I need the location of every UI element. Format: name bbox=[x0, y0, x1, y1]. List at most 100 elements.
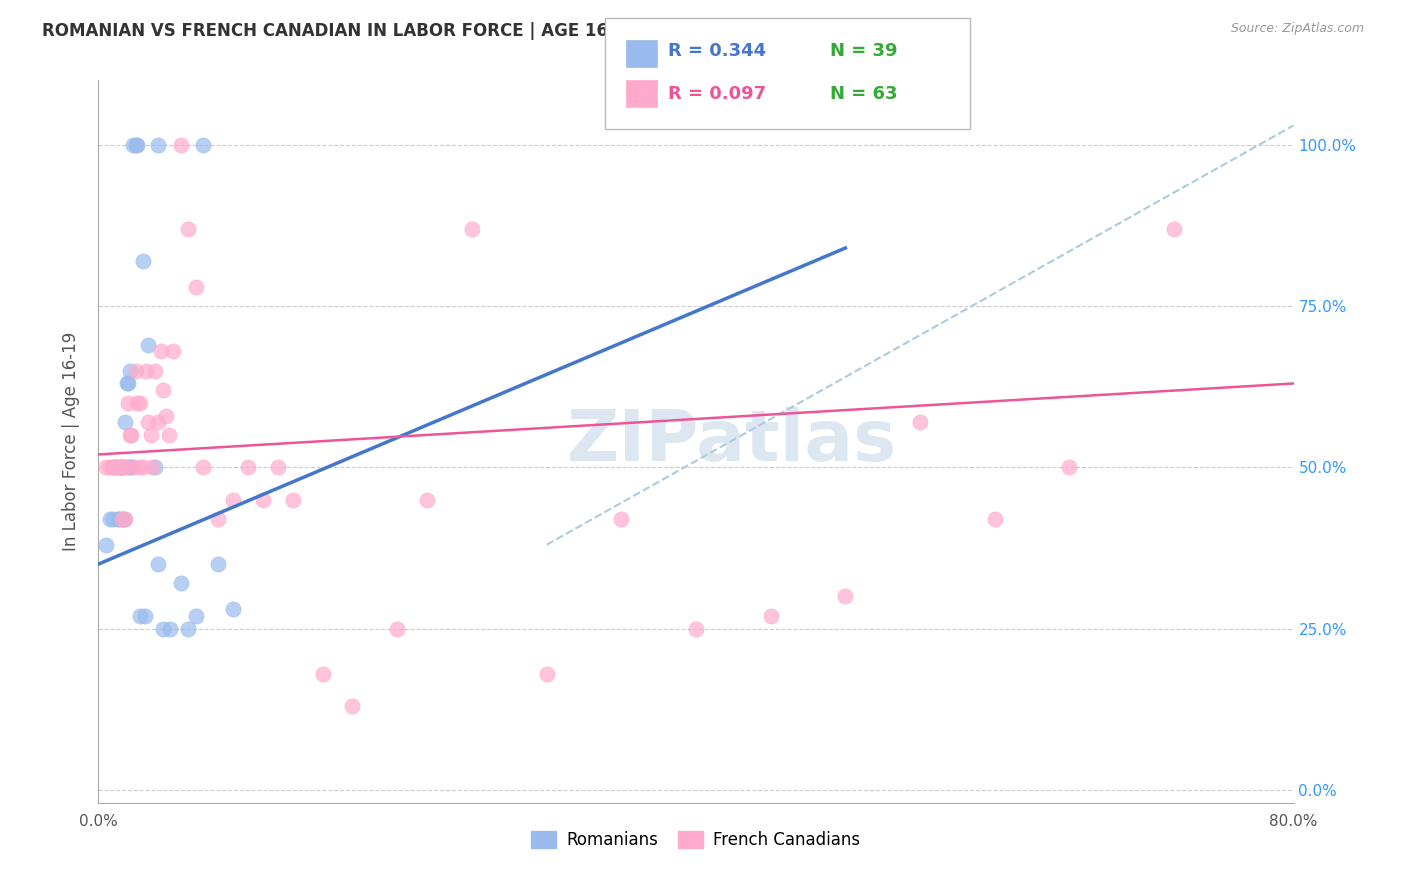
Point bbox=[114, 512, 136, 526]
Point bbox=[103, 460, 125, 475]
Point bbox=[222, 602, 245, 616]
Point bbox=[155, 409, 177, 423]
Point bbox=[125, 363, 148, 377]
Point bbox=[236, 460, 259, 475]
Point bbox=[169, 137, 191, 152]
Point bbox=[162, 344, 184, 359]
Point bbox=[759, 608, 782, 623]
Point bbox=[117, 396, 139, 410]
Point bbox=[112, 512, 135, 526]
Point bbox=[98, 460, 122, 475]
Point bbox=[120, 460, 142, 475]
Point bbox=[157, 428, 180, 442]
Text: Source: ZipAtlas.com: Source: ZipAtlas.com bbox=[1230, 22, 1364, 36]
Point bbox=[148, 557, 170, 571]
Point bbox=[108, 460, 131, 475]
Point bbox=[610, 512, 633, 526]
Point bbox=[117, 460, 139, 475]
Point bbox=[134, 608, 156, 623]
Point bbox=[177, 622, 200, 636]
Y-axis label: In Labor Force | Age 16-19: In Labor Force | Age 16-19 bbox=[62, 332, 80, 551]
Point bbox=[112, 460, 135, 475]
Point bbox=[107, 512, 129, 526]
Point bbox=[117, 376, 139, 391]
Point bbox=[207, 512, 229, 526]
Point bbox=[177, 221, 200, 235]
Point bbox=[98, 512, 122, 526]
Point bbox=[110, 460, 132, 475]
Point bbox=[139, 428, 162, 442]
Point bbox=[111, 512, 134, 526]
Point bbox=[129, 608, 152, 623]
Point bbox=[461, 221, 484, 235]
Point bbox=[118, 428, 141, 442]
Point bbox=[114, 415, 136, 429]
Point bbox=[342, 699, 364, 714]
Point bbox=[105, 460, 128, 475]
Point bbox=[128, 460, 150, 475]
Point bbox=[135, 363, 157, 377]
Text: R = 0.097: R = 0.097 bbox=[668, 85, 766, 103]
Point bbox=[110, 460, 132, 475]
Point bbox=[267, 460, 290, 475]
Point bbox=[148, 137, 170, 152]
Point bbox=[169, 576, 191, 591]
Point bbox=[685, 622, 707, 636]
Point bbox=[105, 460, 128, 475]
Point bbox=[148, 415, 170, 429]
Point bbox=[252, 492, 274, 507]
Point bbox=[834, 590, 856, 604]
Point bbox=[129, 396, 152, 410]
Point bbox=[191, 460, 214, 475]
Point bbox=[103, 512, 125, 526]
Point bbox=[281, 492, 304, 507]
Point bbox=[908, 415, 931, 429]
Point bbox=[184, 608, 207, 623]
Point bbox=[120, 428, 142, 442]
Legend: Romanians, French Canadians: Romanians, French Canadians bbox=[524, 824, 868, 856]
Point bbox=[118, 363, 141, 377]
Point bbox=[152, 622, 174, 636]
Point bbox=[115, 376, 138, 391]
Text: ZIPatlas: ZIPatlas bbox=[567, 407, 897, 476]
Point bbox=[207, 557, 229, 571]
Point bbox=[110, 460, 132, 475]
Point bbox=[110, 460, 132, 475]
Point bbox=[385, 622, 409, 636]
Text: ROMANIAN VS FRENCH CANADIAN IN LABOR FORCE | AGE 16-19 CORRELATION CHART: ROMANIAN VS FRENCH CANADIAN IN LABOR FOR… bbox=[42, 22, 844, 40]
Point bbox=[152, 383, 174, 397]
Point bbox=[1163, 221, 1185, 235]
Point bbox=[111, 512, 134, 526]
Point bbox=[143, 460, 166, 475]
Point bbox=[184, 279, 207, 293]
Point bbox=[159, 622, 181, 636]
Point bbox=[120, 460, 142, 475]
Point bbox=[121, 460, 143, 475]
Point bbox=[311, 666, 333, 681]
Text: N = 63: N = 63 bbox=[830, 85, 897, 103]
Point bbox=[132, 254, 155, 268]
Text: N = 39: N = 39 bbox=[830, 42, 897, 60]
Point bbox=[132, 460, 155, 475]
Point bbox=[121, 137, 143, 152]
Point bbox=[136, 338, 159, 352]
Point bbox=[1059, 460, 1081, 475]
Point bbox=[94, 460, 117, 475]
Point bbox=[94, 538, 117, 552]
Point bbox=[191, 137, 214, 152]
Point bbox=[416, 492, 439, 507]
Point bbox=[141, 460, 163, 475]
Point bbox=[127, 396, 149, 410]
Point bbox=[105, 460, 128, 475]
Point bbox=[143, 363, 166, 377]
Point bbox=[127, 137, 149, 152]
Point bbox=[136, 415, 159, 429]
Point bbox=[984, 512, 1007, 526]
Point bbox=[222, 492, 245, 507]
Point bbox=[150, 344, 173, 359]
Text: R = 0.344: R = 0.344 bbox=[668, 42, 766, 60]
Point bbox=[125, 137, 148, 152]
Point bbox=[112, 460, 135, 475]
Point bbox=[108, 512, 131, 526]
Point bbox=[103, 460, 125, 475]
